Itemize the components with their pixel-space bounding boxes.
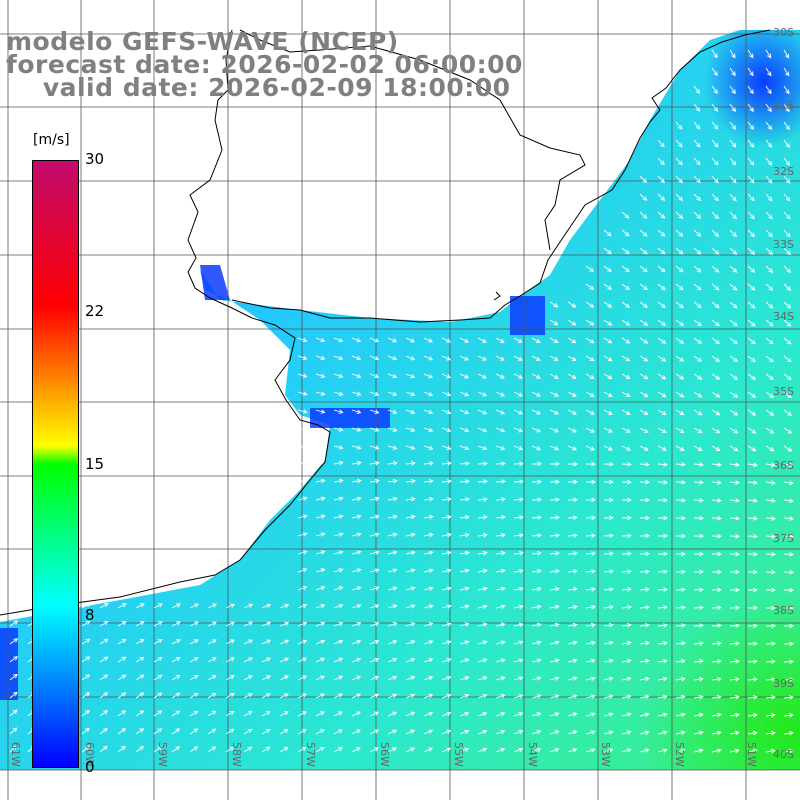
low-wind-patch — [200, 265, 230, 300]
low-wind-patch — [0, 628, 18, 700]
lat-label: 32S — [773, 165, 794, 178]
coastline-detail — [493, 291, 501, 301]
lon-label: 59W — [156, 742, 169, 767]
border-line — [239, 29, 586, 251]
lon-label: 52W — [673, 742, 686, 767]
colorbar-tick-30: 30 — [85, 150, 105, 168]
coastline-east — [231, 29, 771, 323]
colorbar — [32, 160, 79, 768]
lat-label: 37S — [773, 532, 794, 545]
colorbar-tick-22: 22 — [85, 302, 105, 320]
lon-label: 61W — [9, 742, 22, 767]
lon-label: 54W — [526, 742, 539, 767]
lon-label: 58W — [230, 742, 243, 767]
map-title: modelo GEFS-WAVE (NCEP) forecast date: 2… — [6, 27, 523, 102]
lat-label: 36S — [773, 459, 794, 472]
wind-maximum-area — [380, 380, 800, 770]
lon-label: 55W — [452, 742, 465, 767]
colorbar-tick-15: 15 — [85, 455, 105, 473]
lat-label: 40S — [773, 748, 794, 761]
lon-label: 56W — [378, 742, 391, 767]
low-wind-patch — [510, 296, 545, 335]
valid-date: valid date: 2026-02-09 18:00:00 — [6, 73, 511, 102]
lat-label: 33S — [773, 238, 794, 251]
model-title: modelo GEFS-WAVE (NCEP) — [6, 27, 399, 56]
lat-label: 38S — [773, 604, 794, 617]
lon-label: 57W — [304, 742, 317, 767]
lon-label: 51W — [745, 742, 758, 767]
colorbar-tick-8: 8 — [85, 606, 95, 624]
lat-label: 34S — [773, 310, 794, 323]
low-wind-patch — [310, 408, 390, 428]
lat-label: 31S — [773, 99, 794, 112]
lat-label: 39S — [773, 677, 794, 690]
colorbar-tick-0: 0 — [85, 758, 95, 776]
lat-label: 30S — [773, 26, 794, 39]
lat-label: 35S — [773, 385, 794, 398]
forecast-date: forecast date: 2026-02-02 06:00:00 — [6, 50, 523, 79]
colorbar-unit: [m/s] — [33, 132, 70, 148]
wind-minimum-area — [560, 30, 800, 290]
coastline-west — [0, 29, 331, 616]
lon-label: 53W — [599, 742, 612, 767]
